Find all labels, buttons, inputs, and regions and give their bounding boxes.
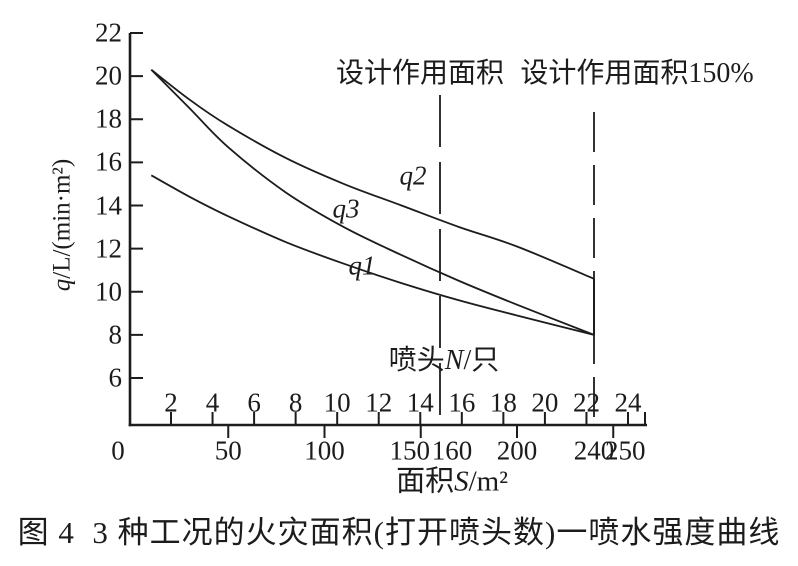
x-axis-title: 面积S/m² xyxy=(396,465,508,498)
s-tick-label: 240 xyxy=(573,435,615,466)
x-axis-prefix: 面积 xyxy=(396,465,455,498)
s-tick-label: 200 xyxy=(496,435,538,466)
n-axis-title: 喷头N/只 xyxy=(389,347,499,375)
n-tick-label: 16 xyxy=(448,387,476,418)
y-tick-label: 18 xyxy=(95,103,122,134)
n-tick-label: 2 xyxy=(164,387,178,418)
curve-q3 xyxy=(150,69,595,336)
n-axis-prefix: 喷头 xyxy=(388,345,445,376)
y-axis-title: q/L/(min·m²) xyxy=(48,158,76,292)
n-tick-label: 4 xyxy=(205,387,220,418)
y-axis-symbol: q xyxy=(48,278,76,292)
y-tick-label: 6 xyxy=(108,362,123,393)
y-tick-label: 10 xyxy=(95,276,122,307)
n-axis-unit: /只 xyxy=(463,345,500,376)
plot-canvas xyxy=(128,32,647,438)
n-tick-label: 6 xyxy=(247,387,261,418)
n-axis-symbol: N xyxy=(444,345,464,376)
y-tick-label: 20 xyxy=(95,60,122,91)
n-tick-label: 18 xyxy=(489,387,517,418)
figure-caption: 图 4 3 种工况的火灾面积(打开喷头数)一喷水强度曲线 xyxy=(17,515,781,550)
s-tick-label: 160 xyxy=(431,435,473,466)
n-tick-label: 14 xyxy=(406,387,434,418)
series-label-q2: q2 xyxy=(399,160,427,191)
n-tick-label: 12 xyxy=(365,387,393,418)
y-tick-label: 16 xyxy=(95,146,122,177)
series-label-q1: q1 xyxy=(348,250,376,281)
y-axis-unit: /L/(min·m²) xyxy=(48,158,76,279)
n-tick-label: 8 xyxy=(288,387,303,418)
y-tick-label: 22 xyxy=(95,17,122,48)
x-axis-symbol: S xyxy=(454,465,469,498)
n-tick-label: 20 xyxy=(531,387,559,418)
ref-line-label-design-area: 设计作用面积 xyxy=(335,58,505,89)
curve-q1 xyxy=(150,174,595,336)
s-tick-label: 50 xyxy=(214,435,242,466)
x-axis-unit: /m² xyxy=(468,465,508,498)
ref-line-label-design-area-150: 设计作用面积150% xyxy=(520,58,754,89)
s-tick-label: 0 xyxy=(111,435,125,466)
s-tick-label: 100 xyxy=(304,435,345,466)
n-tick-label: 10 xyxy=(323,387,351,418)
s-tick-label: 250 xyxy=(605,435,646,466)
s-tick-label: 150 xyxy=(389,435,431,466)
y-tick-label: 14 xyxy=(95,190,122,220)
n-tick-label: 24 xyxy=(614,387,642,418)
n-tick-label: 22 xyxy=(572,387,600,418)
y-tick-label: 8 xyxy=(108,319,123,350)
y-tick-label: 12 xyxy=(95,233,122,264)
series-label-q3: q3 xyxy=(332,193,360,224)
chart: q/L/(min·m²) 设计作用面积 设计作用面积150% q2 q3 q1 … xyxy=(48,17,754,498)
curve-q2 xyxy=(150,68,595,280)
